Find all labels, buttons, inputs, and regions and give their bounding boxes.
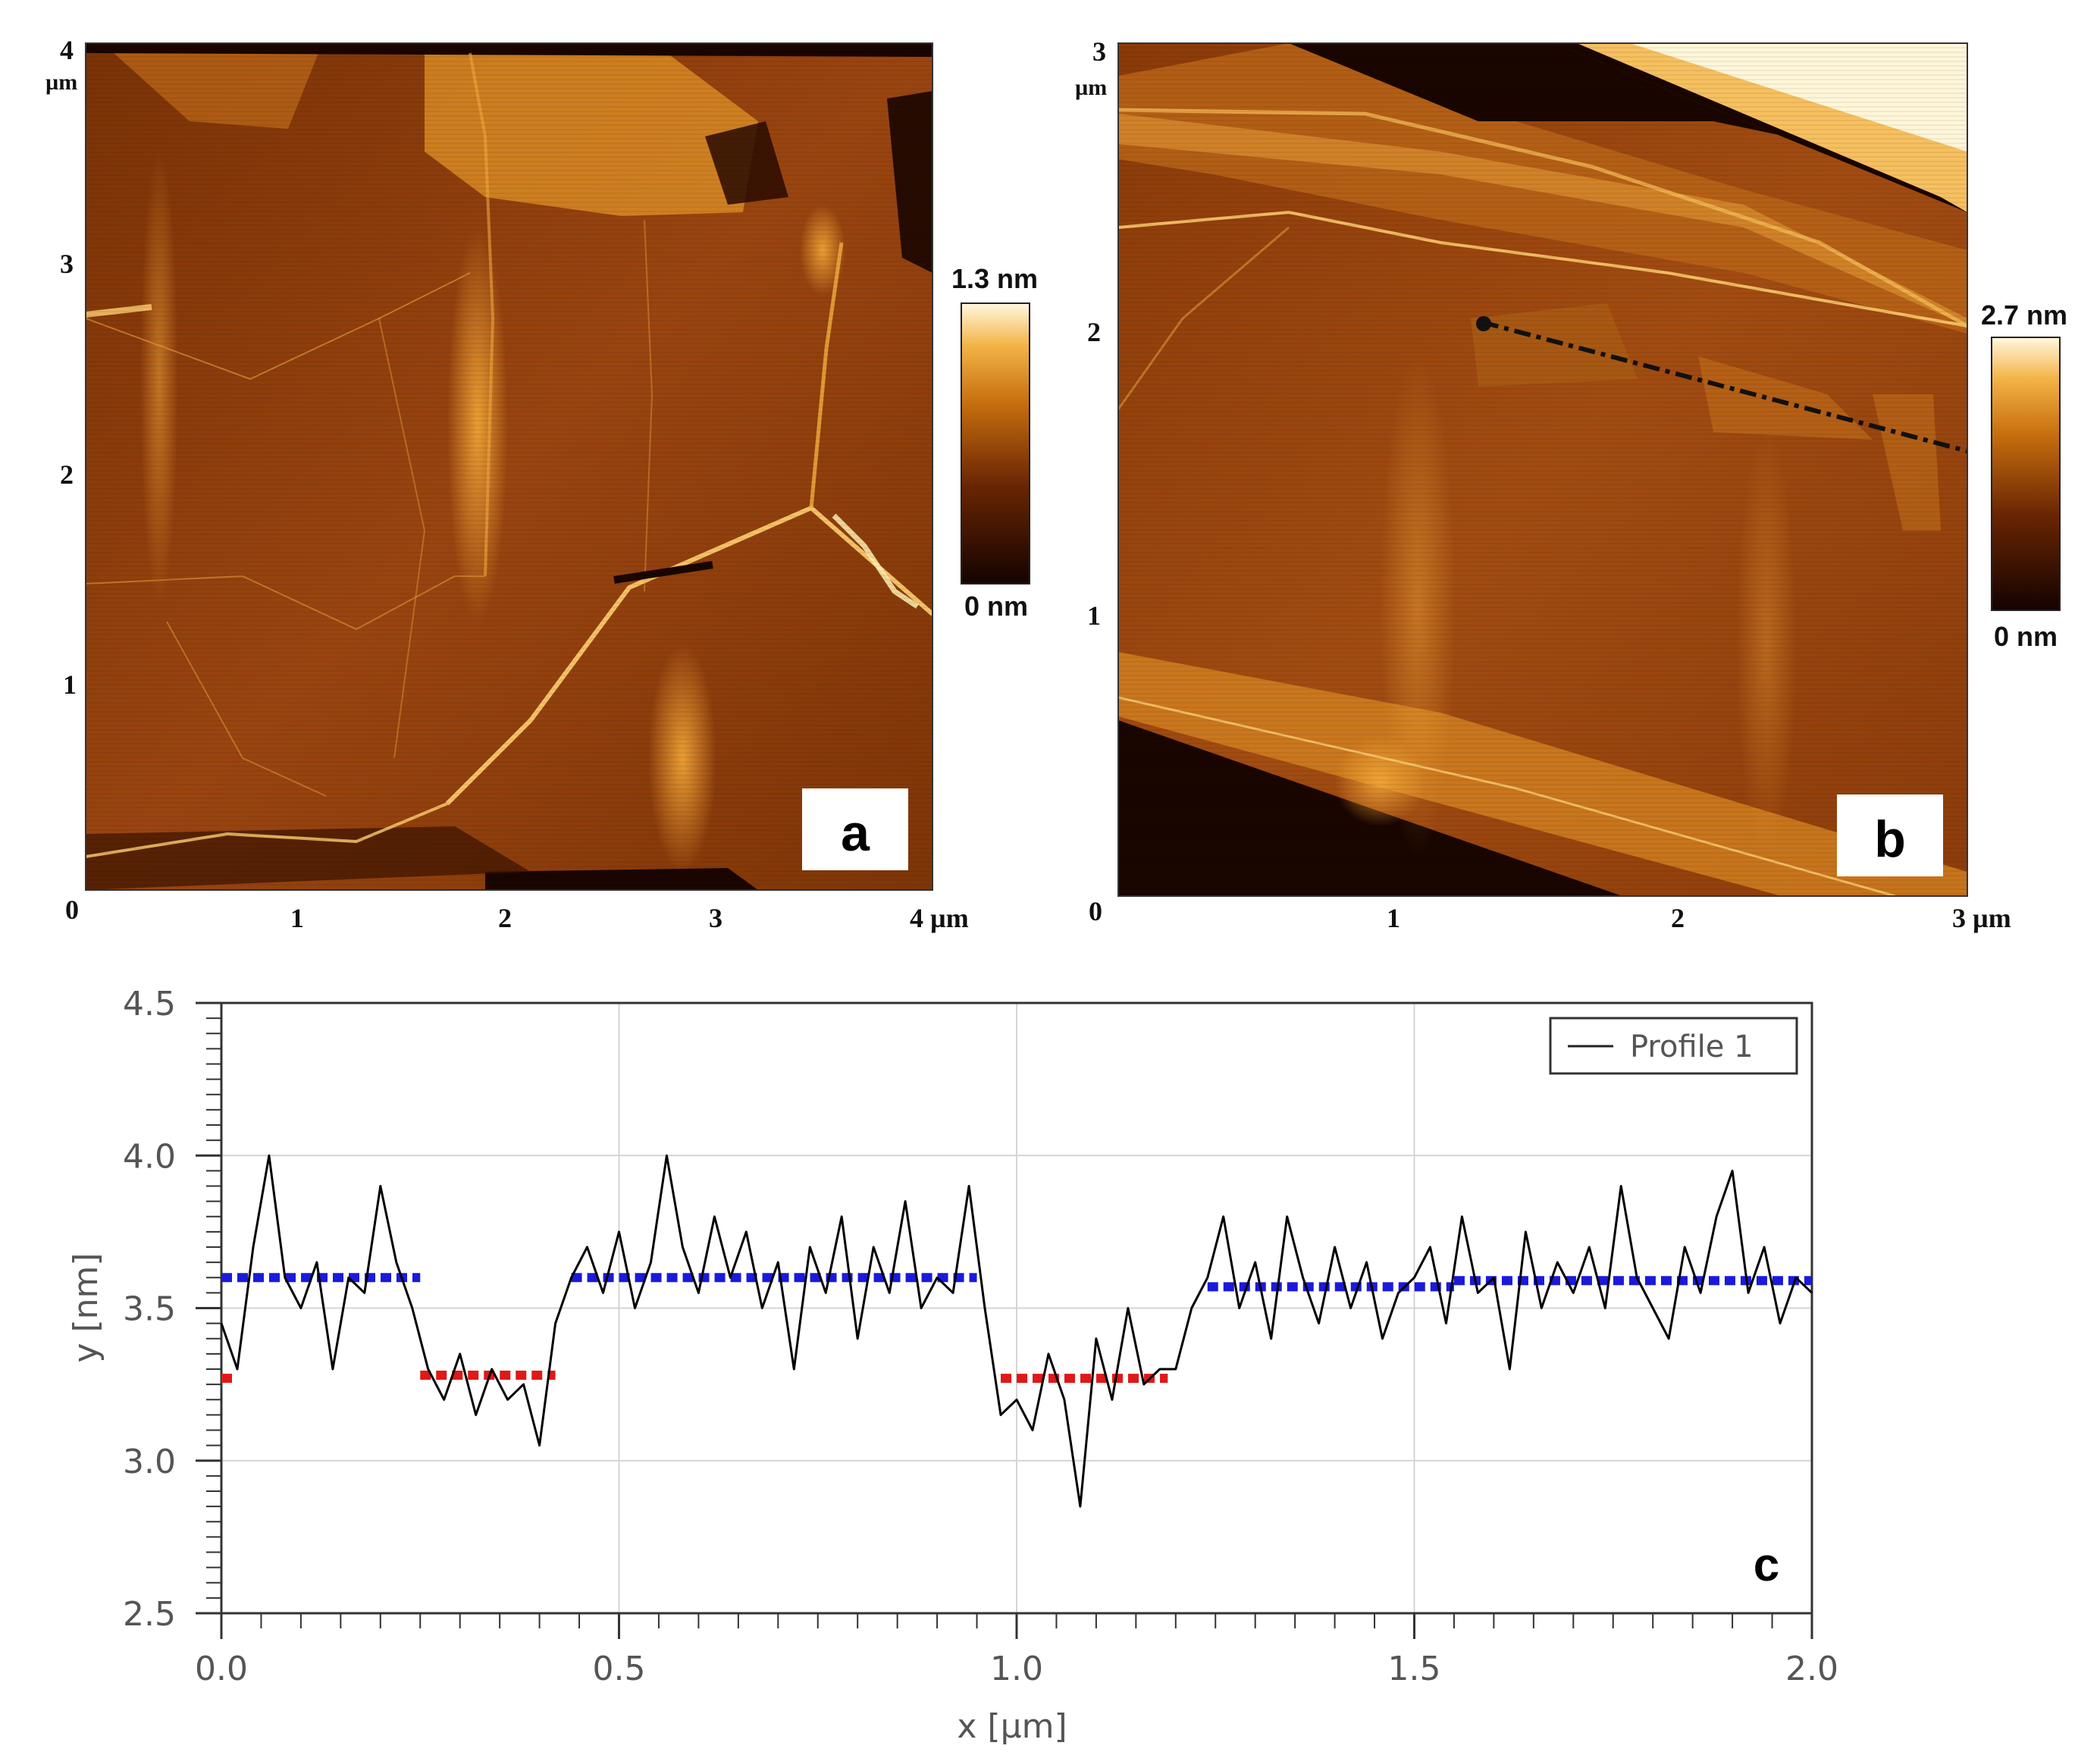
- colorbar-b: 2.7 nm 0 nm: [1981, 299, 2067, 652]
- chart-c-axes: [196, 1001, 1813, 1639]
- y-tick-label-c-1: 3.0: [123, 1443, 176, 1481]
- colorbar-a: 1.3 nm 0 nm: [951, 263, 1038, 622]
- y-unit-b: µm: [1075, 75, 1107, 100]
- y-tick-b-1: 1: [1087, 600, 1101, 631]
- panel-letter-c: c: [1754, 1539, 1779, 1591]
- chart-c-series: [220, 1154, 1813, 1508]
- y-unit-a: µm: [45, 70, 77, 95]
- chart-c-grid: [221, 1002, 1813, 1614]
- x-axis-a: 0 1 2 3 4 µm: [65, 895, 969, 933]
- y-tick-a-4: 4: [60, 35, 74, 65]
- x-tick-a-1: 1: [290, 903, 304, 933]
- afm-image-b: [1117, 42, 1969, 898]
- panel-c: 0.0 0.5 1.0 1.5 2.0 2.5 3.0 3.5 4.0 4.5 x [µm] y …: [67, 985, 1838, 1746]
- y-tick-label-c-4: 4.5: [123, 985, 176, 1023]
- chart-c-tick-labels: 0.0 0.5 1.0 1.5 2.0 2.5 3.0 3.5 4.0 4.5: [123, 985, 1838, 1688]
- colorbar-b-min: 0 nm: [1994, 621, 2058, 652]
- x-tick-b-2: 2: [1671, 903, 1685, 933]
- afm-image-a: [85, 42, 934, 891]
- y-tick-a-2: 2: [60, 459, 74, 490]
- colorbar-a-max: 1.3 nm: [951, 263, 1038, 294]
- panel-letter-b-text: b: [1874, 810, 1906, 868]
- chart-c-xlabel: x [µm]: [957, 1707, 1067, 1746]
- panel-letter-a-text: a: [841, 804, 870, 862]
- y-tick-label-c-0: 2.5: [123, 1595, 176, 1634]
- x-tick-b-0: 0: [1089, 896, 1102, 926]
- y-tick-label-c-2: 3.5: [123, 1290, 176, 1329]
- x-tick-label-c-2: 1.0: [990, 1650, 1043, 1688]
- x-tick-a-2: 2: [498, 903, 512, 933]
- y-tick-a-1: 1: [63, 669, 77, 700]
- y-tick-b-3: 3: [1092, 36, 1106, 67]
- y-axis-a: 1 2 3 4 µm: [45, 35, 77, 700]
- x-tick-a-0: 0: [65, 895, 79, 925]
- x-tick-a-3: 3: [709, 903, 722, 933]
- x-tick-b-3: 3 µm: [1952, 903, 2011, 933]
- colorbar-a-min: 0 nm: [964, 591, 1028, 622]
- chart-c-legend: Profile 1: [1549, 1017, 1798, 1075]
- chart-c-ylabel: y [nm]: [67, 1252, 105, 1362]
- x-axis-b: 0 1 2 3 µm: [1089, 896, 2011, 933]
- panel-letter-a: a: [802, 788, 908, 870]
- x-tick-label-c-4: 2.0: [1785, 1650, 1838, 1688]
- x-tick-label-c-0: 0.0: [195, 1650, 248, 1688]
- legend-entry-profile-1: Profile 1: [1630, 1029, 1754, 1064]
- x-tick-b-1: 1: [1387, 903, 1400, 933]
- series-line-0: [220, 1154, 1813, 1508]
- x-tick-label-c-1: 0.5: [593, 1650, 646, 1688]
- x-tick-a-4: 4 µm: [910, 903, 969, 933]
- y-axis-b: 1 2 3 µm: [1075, 36, 1107, 631]
- y-tick-label-c-3: 4.0: [123, 1137, 176, 1176]
- panel-b: b 0 1 2 3 µm 1 2 3 µm 2.7 nm 0 nm: [1075, 36, 2067, 933]
- x-tick-label-c-3: 1.5: [1388, 1650, 1441, 1688]
- panel-letter-b: b: [1837, 794, 1943, 876]
- y-tick-a-3: 3: [60, 249, 74, 279]
- chart-c-level-lines: [221, 1273, 1812, 1384]
- colorbar-b-max: 2.7 nm: [1981, 299, 2067, 331]
- y-tick-b-2: 2: [1087, 317, 1101, 347]
- panel-a: a 0 1 2 3 4 µm 1 2 3 4 µm 1.3 nm 0 nm: [45, 35, 1038, 933]
